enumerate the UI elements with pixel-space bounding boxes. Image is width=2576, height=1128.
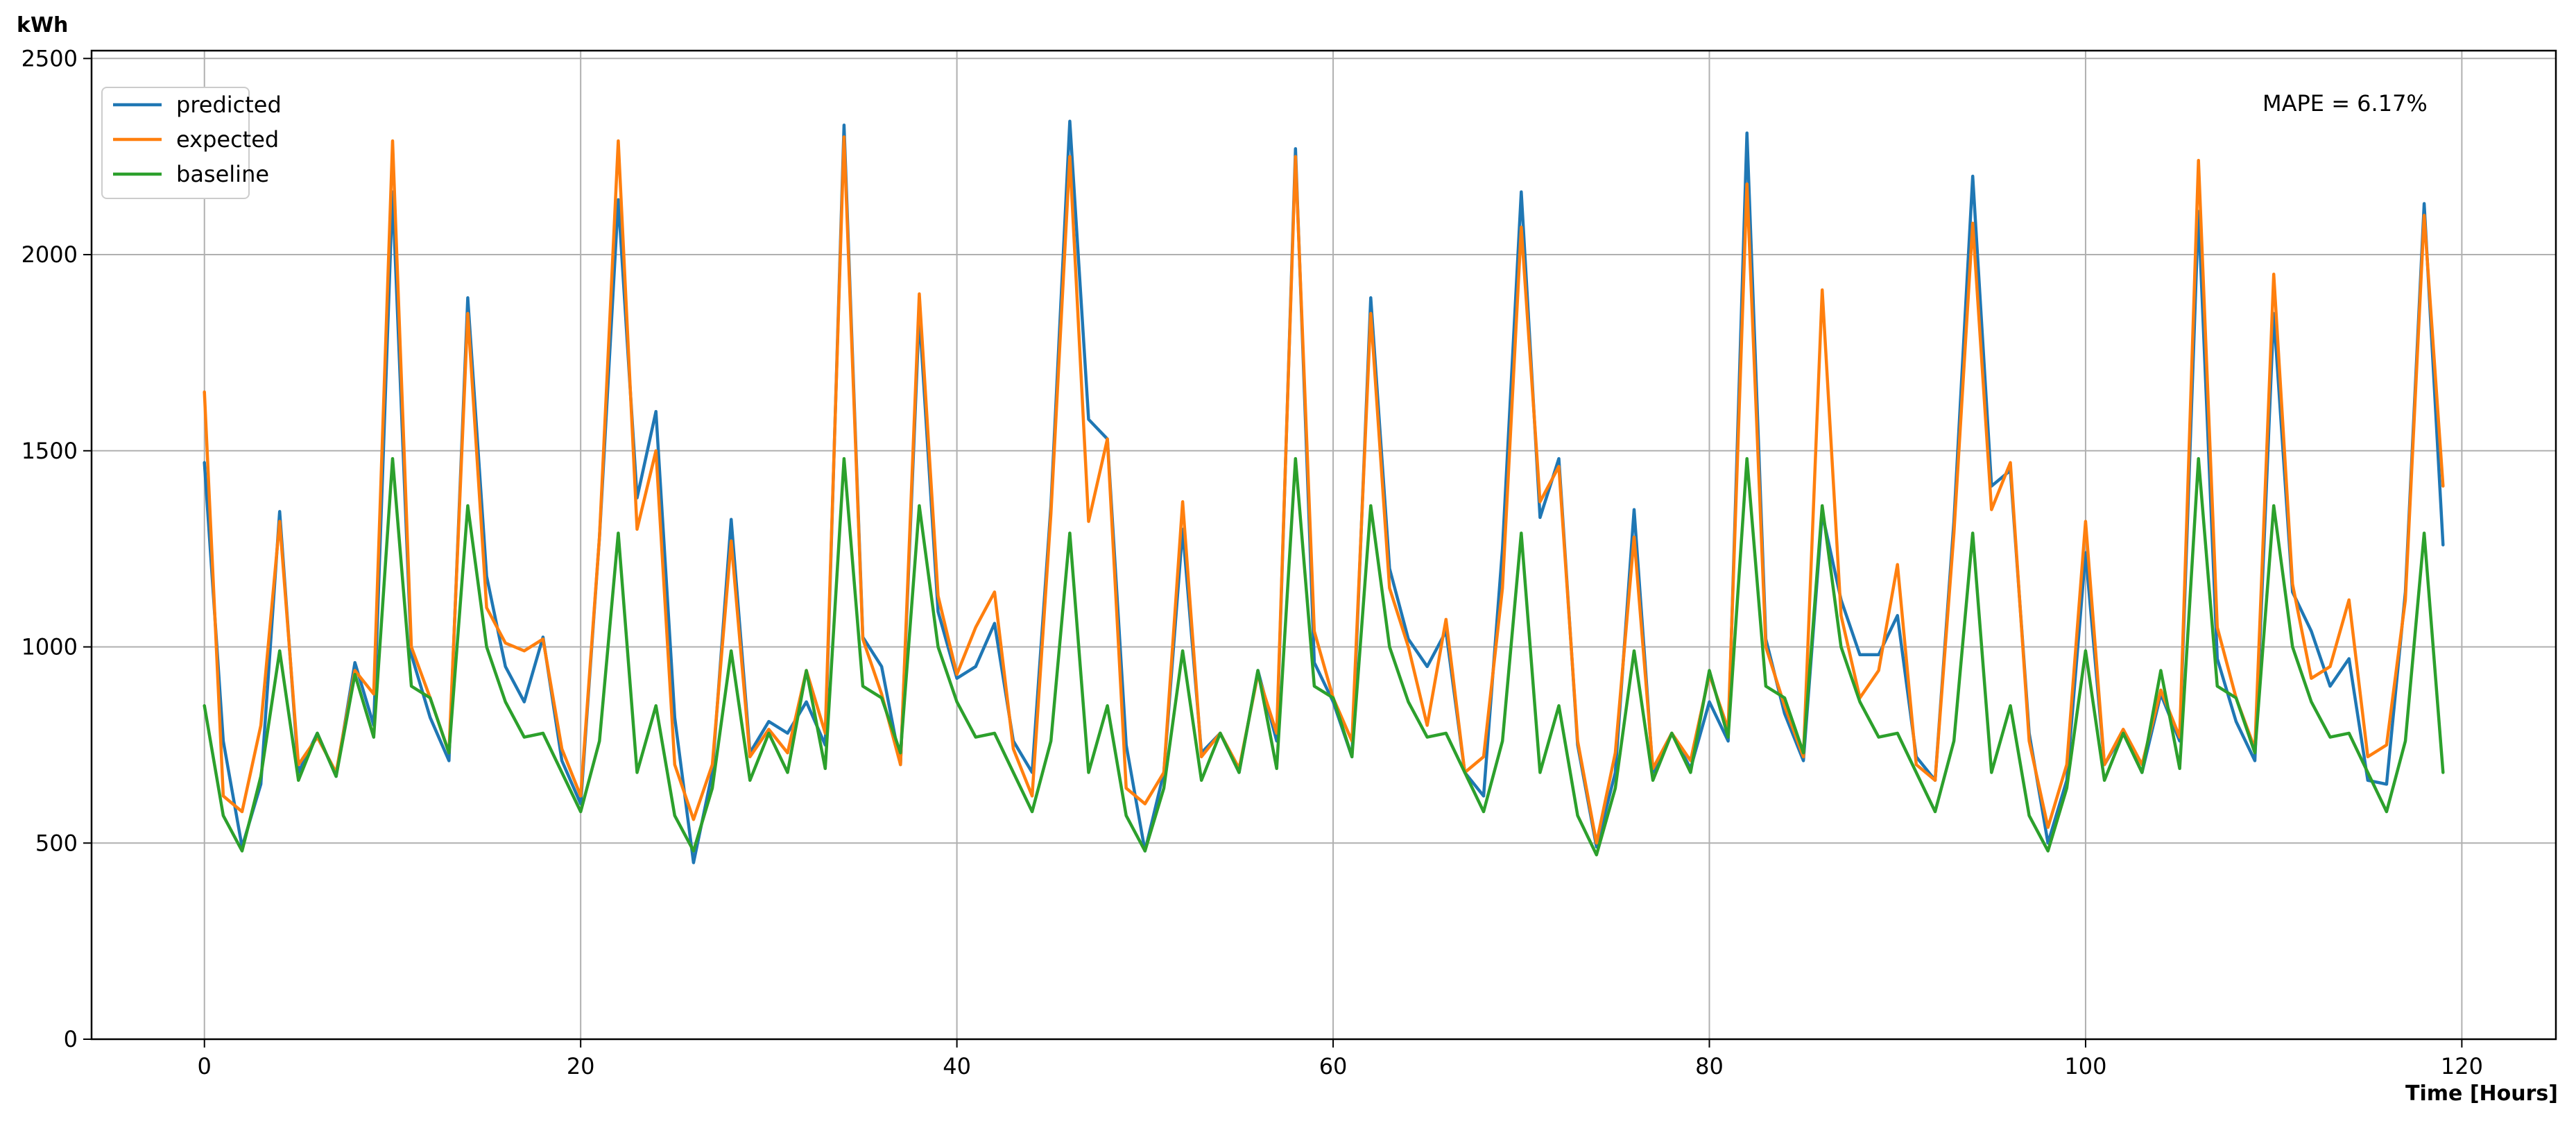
y-tick-label: 2000 — [22, 241, 78, 268]
y-tick-label: 500 — [35, 830, 78, 856]
series-line-baseline — [203, 456, 2445, 857]
x-tick-label: 80 — [1695, 1053, 1724, 1079]
axis-ticks: 0 20 40 60 80 100 120 0 500 1000 1500 2000 2500 — [22, 45, 2483, 1079]
legend: predicted expected baseline — [101, 87, 282, 199]
y-tick-label: 0 — [64, 1026, 78, 1052]
legend-label-baseline: baseline — [176, 161, 269, 187]
x-tick-label: 60 — [1319, 1053, 1348, 1079]
y-tick-label: 1500 — [22, 438, 78, 464]
series-layer — [203, 119, 2445, 864]
legend-box — [101, 87, 250, 199]
x-axis-label: Time [Hours] — [2405, 1082, 2558, 1106]
legend-label-predicted: predicted — [176, 92, 282, 118]
plot-frame — [90, 49, 2557, 1041]
x-tick-label: 100 — [2064, 1053, 2106, 1079]
x-tick-label: 120 — [2441, 1053, 2483, 1079]
x-tick-label: 20 — [567, 1053, 595, 1079]
x-tick-label: 40 — [943, 1053, 971, 1079]
y-tick-label: 1000 — [22, 634, 78, 660]
y-tick-label: 2500 — [22, 45, 78, 71]
mape-annotation: MAPE = 6.17% — [2262, 90, 2428, 117]
x-tick-label: 0 — [198, 1053, 212, 1079]
y-axis-label: kWh — [17, 13, 68, 37]
series-line-expected — [203, 135, 2445, 845]
legend-label-expected: expected — [176, 126, 279, 153]
